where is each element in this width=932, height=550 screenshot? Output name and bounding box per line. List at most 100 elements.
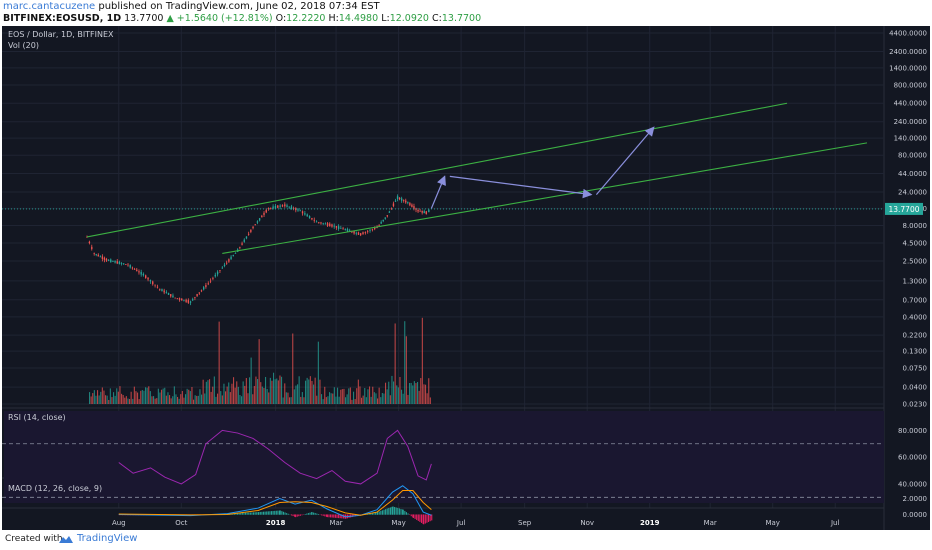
candle-body bbox=[355, 232, 357, 234]
macd-histogram-bar bbox=[253, 512, 255, 515]
volume-bar bbox=[153, 396, 155, 404]
candle-body bbox=[419, 210, 421, 212]
volume-bar bbox=[213, 376, 215, 404]
volume-bar bbox=[394, 323, 396, 404]
candle-body bbox=[209, 280, 212, 282]
volume-bar bbox=[269, 377, 271, 404]
macd-histogram-bar bbox=[381, 510, 383, 515]
volume-bar bbox=[385, 382, 387, 404]
volume-bar bbox=[300, 396, 302, 404]
volume-bar bbox=[386, 389, 388, 404]
volume-bar bbox=[250, 357, 252, 404]
volume-bar bbox=[391, 375, 393, 404]
candle-body bbox=[116, 261, 118, 264]
macd-histogram-bar bbox=[317, 514, 319, 515]
volume-bar bbox=[161, 389, 163, 404]
volume-bar bbox=[265, 376, 267, 404]
macd-histogram-bar bbox=[264, 511, 266, 515]
macd-histogram-bar bbox=[321, 514, 323, 516]
candle-body bbox=[125, 264, 127, 266]
y-tick-label: 4.5000 bbox=[903, 240, 928, 248]
candle-body bbox=[423, 211, 425, 214]
candle-body bbox=[219, 270, 221, 272]
o-value: 12.2220 bbox=[286, 13, 326, 24]
volume-bar bbox=[321, 394, 323, 404]
chart-area[interactable]: 4400.0000 2400.0000 1400.0000 800.0000 440.0… bbox=[2, 26, 930, 530]
candle-body bbox=[200, 290, 203, 292]
candle-body bbox=[88, 241, 91, 244]
macd-histogram-bar bbox=[274, 510, 276, 515]
candle-body bbox=[152, 281, 154, 285]
macd-histogram-bar bbox=[316, 513, 318, 515]
o-label: O: bbox=[275, 13, 287, 24]
price-axis: 4400.0000 2400.0000 1400.0000 800.0000 440.0… bbox=[885, 30, 927, 519]
projection-arrow bbox=[449, 175, 593, 199]
y-tick-label: 0.0400 bbox=[903, 384, 928, 392]
volume-bar bbox=[297, 384, 299, 404]
volume-bar bbox=[356, 388, 358, 404]
macd-histogram-bar bbox=[294, 514, 296, 517]
candle-body bbox=[212, 277, 214, 279]
macd-histogram-bar bbox=[380, 510, 382, 515]
candle-body bbox=[205, 284, 207, 288]
volume-bar bbox=[338, 396, 340, 404]
candle-body bbox=[95, 254, 97, 255]
c-value: 13.7700 bbox=[441, 13, 482, 24]
macd-histogram-bar bbox=[314, 513, 316, 515]
volume-bar bbox=[244, 385, 246, 404]
volume-bar bbox=[293, 389, 295, 404]
candle-body bbox=[112, 261, 114, 262]
candle-body bbox=[274, 205, 277, 209]
macd-histogram-bar bbox=[275, 510, 277, 515]
candle-body bbox=[138, 271, 140, 273]
tradingview-brand[interactable]: TradingView bbox=[58, 533, 137, 544]
macd-histogram-bar bbox=[330, 514, 332, 518]
candle-body bbox=[359, 233, 362, 236]
volume-bar bbox=[399, 377, 401, 404]
volume-bar bbox=[165, 395, 167, 404]
macd-histogram-bar bbox=[328, 514, 330, 518]
macd-histogram-bar bbox=[254, 512, 256, 515]
channel-line-upper bbox=[86, 102, 788, 238]
y-tick-label: 0.0230 bbox=[903, 401, 928, 409]
candle-body bbox=[272, 206, 274, 209]
volume-bar bbox=[111, 397, 113, 404]
volume-bar bbox=[194, 395, 196, 404]
created-with-text: Created with bbox=[5, 534, 63, 544]
volume-bar bbox=[205, 381, 207, 404]
volume-bar bbox=[185, 394, 187, 404]
volume-bar bbox=[228, 382, 230, 404]
macd-histogram-bar bbox=[395, 507, 397, 515]
macd-histogram-bar bbox=[292, 514, 294, 517]
volume-bar bbox=[255, 376, 257, 404]
volume-bar bbox=[247, 393, 249, 404]
volume-bar bbox=[223, 383, 225, 404]
candle-body bbox=[103, 257, 106, 260]
rsi-pane-bg bbox=[4, 411, 884, 503]
chart-svg[interactable]: 4400.0000 2400.0000 1400.0000 800.0000 440.0… bbox=[2, 26, 930, 530]
macd-histogram-bar bbox=[373, 512, 375, 515]
volume-bar bbox=[380, 397, 382, 404]
volume-bar bbox=[273, 372, 275, 404]
macd-histogram-bar bbox=[431, 514, 433, 521]
volume-bar bbox=[404, 321, 406, 404]
macd-histogram-bar bbox=[377, 512, 379, 515]
candle-body bbox=[91, 246, 93, 250]
candle-body bbox=[122, 263, 125, 265]
candle-body bbox=[114, 261, 116, 263]
volume-bar bbox=[284, 383, 286, 404]
volume-bar bbox=[202, 379, 204, 404]
author-link[interactable]: marc.cantacuzene bbox=[3, 1, 96, 12]
candle-body bbox=[194, 297, 196, 298]
published-text: published on TradingView.com, June 02, 2… bbox=[98, 1, 380, 12]
volume-bar bbox=[287, 392, 289, 404]
volume-bar bbox=[90, 396, 92, 404]
candle-body bbox=[357, 232, 360, 235]
macd-histogram-bar bbox=[407, 513, 409, 515]
x-tick-label: Jul bbox=[830, 519, 840, 527]
candle-body bbox=[86, 236, 88, 238]
y-tick-label: 4400.0000 bbox=[889, 30, 927, 38]
volume-bar bbox=[201, 394, 203, 404]
volume-bar bbox=[191, 386, 193, 404]
volume-bar bbox=[274, 379, 276, 404]
